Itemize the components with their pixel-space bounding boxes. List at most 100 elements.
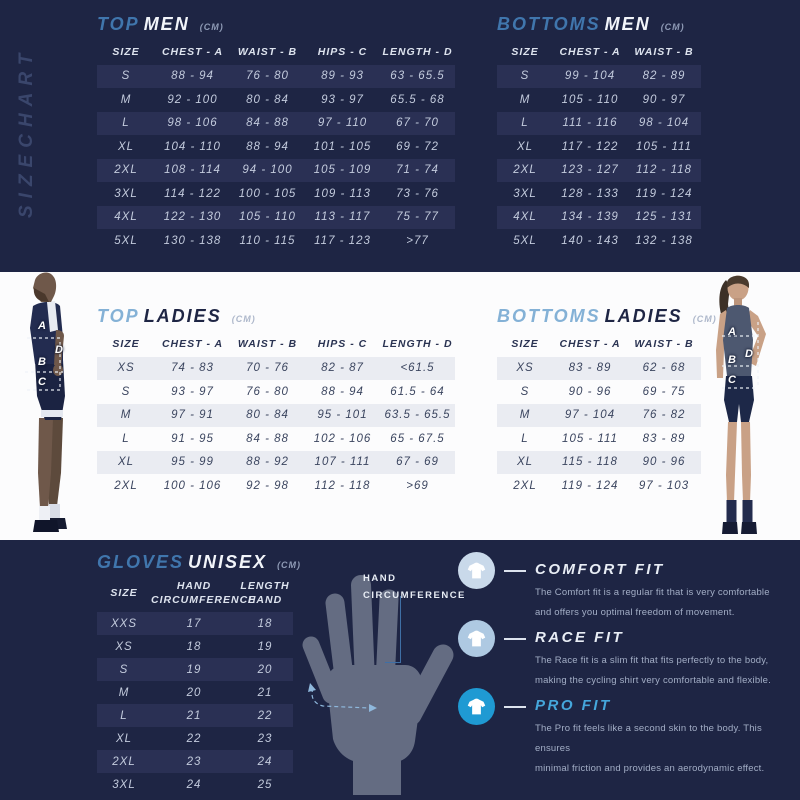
gloves-table: SIZE HAND CIRCUMFERENCE LENGTH HAND XXS 17 18…	[97, 575, 293, 796]
table-cell: 62 - 68	[642, 362, 686, 375]
table-cell: 94 - 100	[242, 164, 293, 177]
table-cell: 90 - 96	[568, 385, 612, 398]
table-cell: 104 - 110	[164, 140, 221, 153]
table-cell: 92 - 98	[246, 479, 289, 492]
male-measure-letter-c: C	[38, 376, 46, 388]
male-silhouette-image	[25, 272, 67, 532]
table-row: M 105 - 110 90 - 97	[497, 88, 701, 112]
race-fit-title: RACE FIT	[535, 629, 625, 646]
table-cell: 95 - 99	[171, 456, 214, 469]
table-cell: 98 - 106	[167, 117, 218, 130]
table-cell: 88 - 92	[246, 456, 289, 469]
table-cell: 3XL	[112, 778, 136, 791]
column-header: CHEST - A	[161, 46, 224, 58]
table-cell: 19	[186, 663, 202, 676]
table-cell: 2XL	[114, 479, 138, 492]
table-row: M 20 21	[97, 681, 293, 704]
tshirt-icon	[458, 552, 495, 589]
table-row: L 105 - 111 83 - 89	[497, 427, 701, 451]
bottoms-men-section: BOTTOMS MEN (CM) SIZE CHEST - A WAIST - B S 9…	[497, 14, 701, 253]
table-cell: 99 - 104	[564, 70, 616, 83]
table-row: 2XL 123 - 127 112 - 118	[497, 158, 701, 183]
table-row: 3XL 114 - 122 100 - 105 109 - 113 73 - 76	[97, 182, 455, 206]
table-cell: 17	[186, 617, 202, 630]
header-row: SIZE CHEST - A WAIST - B	[497, 333, 701, 357]
table-row: S 93 - 97 76 - 80 88 - 94 61.5 - 64	[97, 380, 455, 404]
table-cell: 115 - 118	[562, 456, 618, 469]
table-row: 3XL 128 - 133 119 - 124	[497, 182, 701, 206]
table-body: XS 83 - 89 62 - 68 S 90 - 96 69 - 75 M 97 - 104…	[497, 356, 701, 498]
table-cell: 140 - 143	[561, 234, 619, 247]
race-fit-block: RACE FIT The Race fit is a slim fit that…	[458, 620, 788, 691]
hand-circumference-label: HAND CIRCUMFERENCE	[363, 573, 466, 602]
table-row: L 98 - 106 84 - 88 97 - 110 67 - 70	[97, 111, 455, 136]
pro-fit-title: PRO FIT	[535, 697, 612, 714]
table-cell: 80 - 84	[246, 409, 289, 422]
table-cell: 20	[186, 686, 202, 699]
table-row: XS 18 19	[97, 635, 293, 658]
table-cell: 117 - 122	[561, 140, 619, 153]
table-cell: 91 - 95	[171, 432, 214, 445]
column-header: LENGTH HAND	[240, 580, 290, 606]
table-cell: XL	[516, 140, 534, 153]
male-model-figure: A D B C	[5, 268, 105, 540]
column-header: SIZE	[110, 586, 138, 599]
table-cell: 25	[257, 778, 273, 791]
table-cell: 123 - 127	[561, 164, 619, 177]
table-cell: 134 - 139	[561, 211, 619, 224]
top-men-section: TOP MEN (CM) SIZE CHEST - A WAIST - B HIPS -…	[97, 14, 455, 253]
table-cell: 84 - 88	[246, 432, 289, 445]
table-cell: 65 - 67.5	[390, 432, 445, 445]
table-cell: 88 - 94	[246, 140, 289, 153]
table-cell: 132 - 138	[635, 234, 693, 247]
female-measure-letter-b: B	[728, 354, 736, 366]
table-cell: 82 - 87	[321, 362, 364, 375]
table-cell: 20	[257, 663, 273, 676]
table-cell: 100 - 105	[238, 187, 297, 200]
description-line: The Pro fit feels like a second skin to …	[535, 723, 762, 754]
hand-diagram: HAND CIRCUMFERENCE	[293, 555, 466, 795]
table-row: XL 115 - 118 90 - 96	[497, 450, 701, 475]
table-cell: 82 - 89	[642, 70, 686, 83]
table-cell: 69 - 72	[396, 140, 439, 153]
table-cell: L	[521, 432, 529, 445]
comfort-fit-description: The Comfort fit is a regular fit that is…	[535, 583, 785, 623]
table-cell: 100 - 106	[163, 479, 222, 492]
male-measure-letter-d: D	[55, 344, 63, 356]
table-cell: 3XL	[513, 187, 537, 200]
tshirt-icon	[458, 620, 495, 657]
table-cell: 2XL	[513, 164, 537, 177]
male-measure-letter-b: B	[38, 356, 46, 368]
table-header: SIZE CHEST - A WAIST - B	[497, 41, 701, 65]
table-cell: L	[120, 709, 128, 722]
table-cell: 111 - 116	[562, 117, 618, 130]
table-cell: 19	[257, 640, 273, 653]
table-cell: 90 - 97	[642, 93, 686, 106]
column-header: SIZE	[511, 338, 539, 350]
description-line: The Race fit is a slim fit that fits per…	[535, 655, 769, 666]
table-cell: M	[118, 686, 130, 699]
header-row: SIZE HAND CIRCUMFERENCE LENGTH HAND	[97, 575, 293, 612]
column-header: HIPS - C	[317, 338, 368, 350]
header-row: SIZE CHEST - A WAIST - B HIPS - C LENGTH - D	[97, 333, 455, 357]
table-cell: 4XL	[114, 211, 138, 224]
title-accent: TOP	[97, 14, 140, 34]
female-model-figure: A B D C	[690, 270, 795, 542]
table-cell: XS	[115, 640, 133, 653]
table-header: SIZE HAND CIRCUMFERENCE LENGTH HAND	[97, 575, 293, 612]
title-unit: (CM)	[277, 560, 302, 570]
table-cell: 22	[186, 732, 202, 745]
comfort-fit-block: COMFORT FIT The Comfort fit is a regular…	[458, 552, 788, 623]
table-cell: 107 - 111	[314, 456, 371, 469]
table-cell: 24	[257, 755, 273, 768]
title-main: UNISEX	[188, 552, 268, 572]
male-measure-letter-a: A	[38, 320, 46, 332]
table-cell: XS	[117, 362, 135, 375]
table-cell: 89 - 93	[321, 70, 364, 83]
table-row: 5XL 130 - 138 110 - 115 117 - 123 >77	[97, 229, 455, 253]
table-row: M 97 - 104 76 - 82	[497, 403, 701, 428]
table-cell: 83 - 89	[568, 362, 612, 375]
fit-dash-line	[504, 638, 526, 640]
column-header: WAIST - B	[237, 338, 298, 350]
